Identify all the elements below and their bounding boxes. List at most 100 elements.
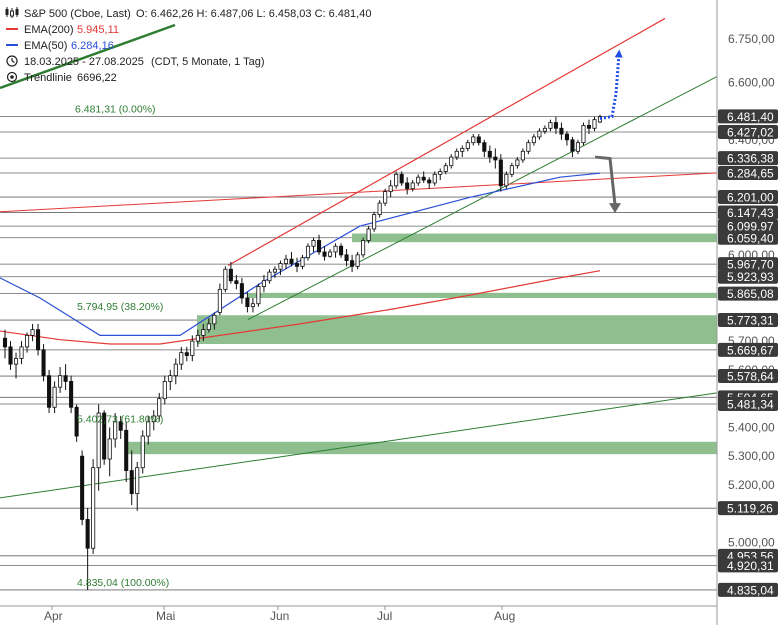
candle <box>405 177 410 195</box>
candle-body <box>2 337 8 348</box>
candle-body <box>559 127 564 135</box>
candle-body <box>228 268 233 282</box>
candle-body <box>217 288 222 313</box>
candle <box>372 211 377 232</box>
candle-body <box>278 263 283 270</box>
candle-body <box>399 173 404 184</box>
candle-body <box>283 258 289 264</box>
fibonacci-labels: 6.481,31 (0.00%) 5.794,95 (38.20%) 5.402,7… <box>75 103 169 589</box>
candle-body <box>91 467 96 549</box>
candle-body <box>460 148 465 152</box>
candle-body <box>74 406 79 437</box>
candle <box>267 269 272 284</box>
price-level-badge-label: 5.773,31 <box>727 314 774 328</box>
price-axis-tick-label: 5.200,00 <box>728 478 775 492</box>
time-axis-label: Apr <box>44 609 63 623</box>
price-level-badge-label: 4.835,04 <box>727 583 774 597</box>
time-axis[interactable]: Apr Mai Jun Jul Aug <box>44 606 515 623</box>
candle-body <box>388 185 393 192</box>
support-zone <box>127 441 717 455</box>
candle-body <box>449 156 454 167</box>
candle <box>322 246 327 261</box>
candle-body <box>289 258 294 264</box>
projection-arrow-up <box>599 49 623 120</box>
candle <box>135 461 140 511</box>
candle <box>151 410 156 431</box>
candle <box>52 381 57 414</box>
candle <box>96 404 101 491</box>
candle <box>228 262 233 284</box>
price-level-badge: 6.427,02 <box>718 125 778 140</box>
price-level-badge: 5.669,67 <box>718 342 778 357</box>
candle-body <box>184 352 189 356</box>
price-level-badge-label: 6.099,97 <box>727 220 774 234</box>
price-level-badge-background <box>718 151 778 166</box>
price-level-badge-label: 5.119,26 <box>727 502 773 516</box>
price-level-badge-label: 5.923,93 <box>727 270 774 284</box>
candle <box>102 410 107 465</box>
candle <box>162 375 167 405</box>
candle-body <box>454 150 459 158</box>
candle-body <box>113 421 118 440</box>
candle <box>47 369 52 414</box>
candle <box>344 249 349 267</box>
candle <box>509 162 514 178</box>
candle <box>24 332 30 353</box>
candle-body <box>24 334 30 348</box>
candle-body <box>19 346 24 359</box>
price-level-badge-background <box>718 369 778 384</box>
candle-body <box>394 173 399 187</box>
candle <box>438 168 443 181</box>
candle <box>355 251 360 270</box>
price-level-badge-label: 6.201,00 <box>727 191 774 205</box>
candle-body <box>592 119 597 129</box>
candle-body <box>13 357 19 365</box>
candle <box>124 421 129 483</box>
candle <box>8 341 13 370</box>
price-level-badge-label: 6.481,40 <box>727 110 774 124</box>
candle-body <box>322 251 327 257</box>
candle <box>542 125 547 135</box>
candle-body <box>305 245 311 259</box>
candle-body <box>223 268 228 290</box>
candle-body <box>482 142 487 152</box>
candle <box>294 257 300 273</box>
candles-icon[interactable] <box>5 7 19 18</box>
candle-body <box>96 412 101 469</box>
target-icon <box>6 71 18 83</box>
candle <box>305 243 311 261</box>
candle <box>118 415 123 439</box>
candle <box>416 174 421 186</box>
price-level-badge-label: 6.284,65 <box>727 166 774 180</box>
price-level-badge-background <box>718 165 778 180</box>
price-level-badge-label: 6.427,02 <box>727 126 774 140</box>
price-level-badges: 6.481,40 6.427,02 6.336,386.284,65 6.201,00… <box>718 109 778 597</box>
candle-body <box>107 438 112 460</box>
candle <box>283 254 289 270</box>
candle-body <box>570 139 575 152</box>
price-level-badge-background <box>718 582 778 597</box>
price-level-badge-label: 6.059,40 <box>727 231 774 245</box>
candle-body <box>85 519 90 549</box>
price-level-badge-background <box>718 269 778 284</box>
candle-body <box>509 165 514 175</box>
candle-body <box>8 346 13 365</box>
candle-body <box>69 381 74 408</box>
candle <box>36 323 41 356</box>
price-level-badge-label: 5.578,64 <box>727 370 774 384</box>
support-zones <box>127 233 717 455</box>
candle-body <box>366 228 371 241</box>
price-level-badge: 5.967,70 <box>718 257 778 272</box>
ema200-line <box>0 270 601 345</box>
candle-body <box>140 435 145 469</box>
price-level-badge-label: 6.336,38 <box>727 152 774 166</box>
price-level-badge: 4.835,04 <box>718 582 778 597</box>
price-axis[interactable]: 6.750,006.600,006.400,006.000,005.700,00… <box>728 32 775 549</box>
candle-body <box>30 329 35 336</box>
candle <box>107 427 112 477</box>
candle <box>537 128 542 140</box>
candle-body <box>476 136 481 144</box>
candle <box>80 450 85 526</box>
candle-body <box>564 133 569 141</box>
